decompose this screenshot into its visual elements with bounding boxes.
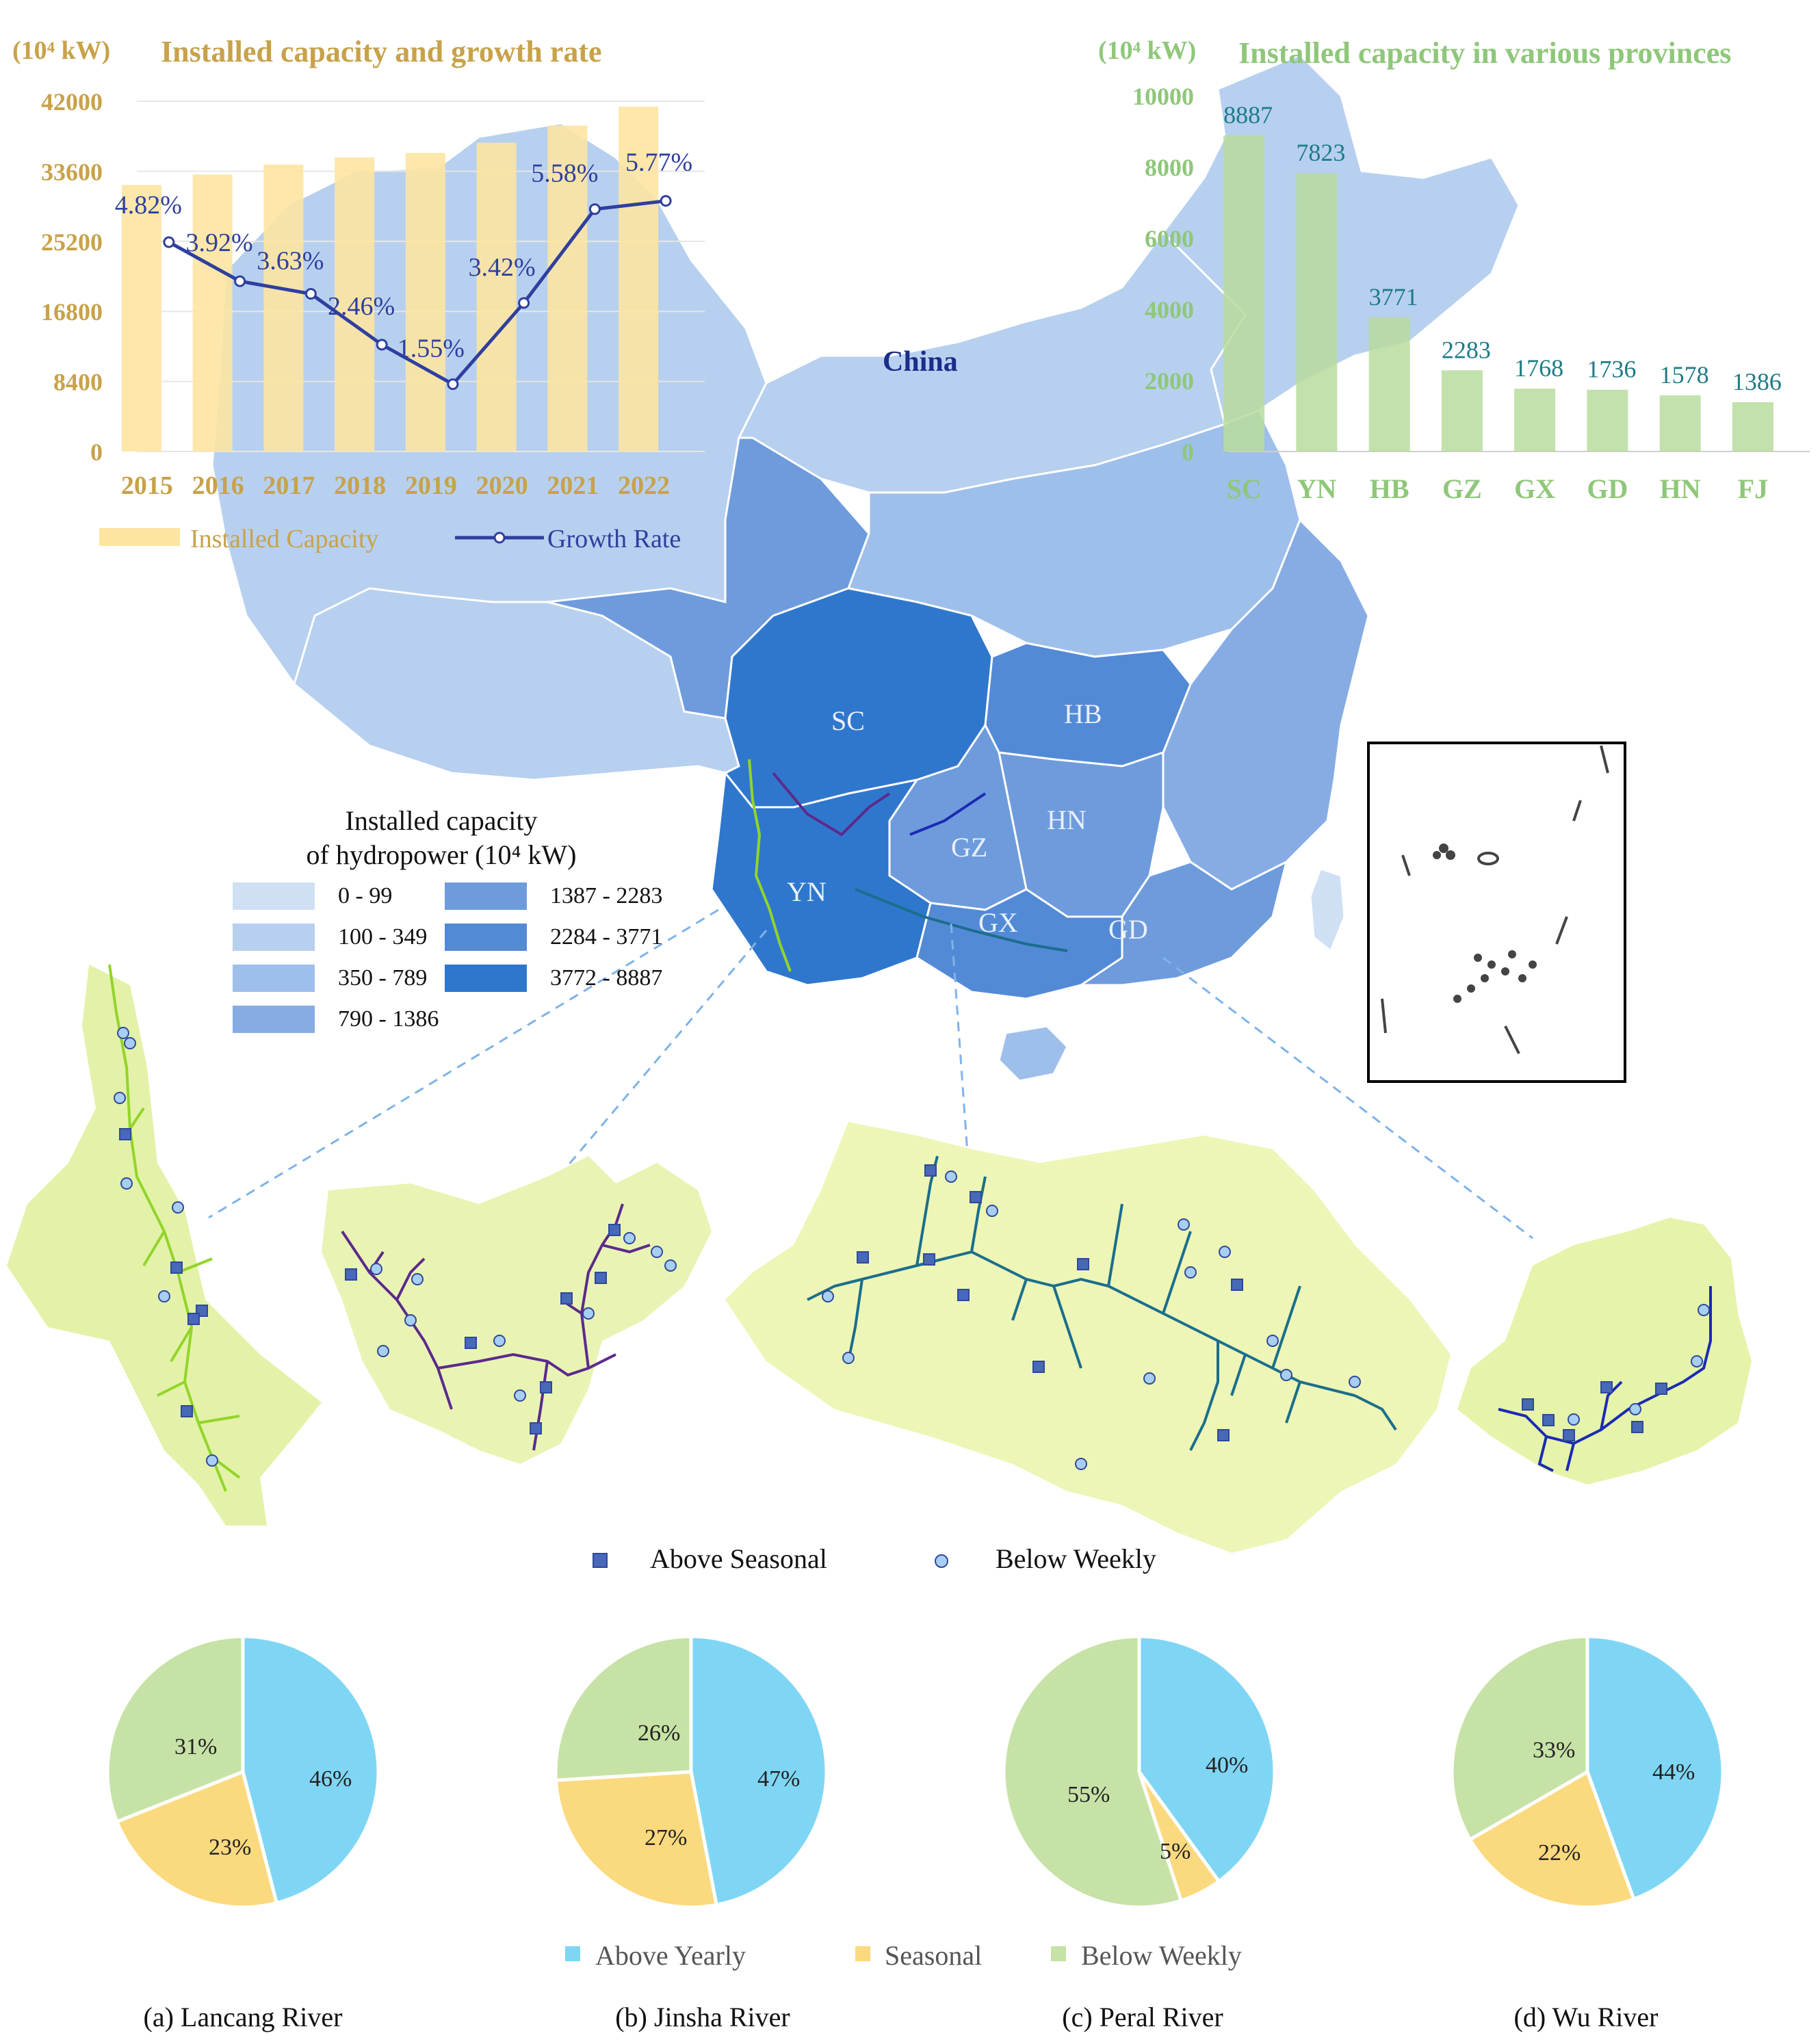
chart1-title: Installed capacity and growth rate	[161, 35, 602, 68]
chart1-unit: (10⁴ kW)	[12, 36, 111, 65]
china-taiwan	[1309, 867, 1346, 953]
south-china-sea-inset	[1367, 742, 1626, 1083]
pie-slice-label: 44%	[1652, 1759, 1695, 1785]
pie-caption-c: (c) Peral River	[1062, 2002, 1223, 2032]
pie-caption-b: (b) Jinsha River	[615, 2002, 790, 2032]
marker-legend-square	[593, 1553, 608, 1568]
pie-slice-label: 27%	[645, 1825, 688, 1850]
china-gd	[1078, 860, 1288, 986]
map-legend-label: 3772 - 8887	[550, 965, 663, 991]
map-legend-title-line2: of hydropower (10⁴ kW)	[306, 839, 577, 870]
pie-legend-swatch-weekly	[1051, 1946, 1066, 1961]
chart2-unit: (10⁴ kW)	[1098, 36, 1197, 65]
jinsha-basin	[322, 1156, 712, 1464]
map-legend-title-line1: Installed capacity	[345, 805, 538, 836]
pearl-basin	[725, 1122, 1451, 1553]
province-label-hn: HN	[1047, 804, 1087, 835]
pie-slice-label: 23%	[209, 1835, 252, 1860]
connector-lines	[208, 908, 1533, 1240]
chart2-title: Installed capacity in various provinces	[1238, 36, 1732, 70]
pie-caption-d: (d) Wu River	[1513, 2002, 1659, 2032]
pie-slice-label: 47%	[757, 1766, 801, 1792]
pie-legend-swatch-seasonal	[855, 1946, 870, 1961]
province-label-gz: GZ	[951, 832, 988, 863]
pie-slice-label: 33%	[1533, 1738, 1576, 1763]
pie-legend-seasonal: Seasonal	[885, 1940, 983, 1971]
map-legend-label: 790 - 1386	[338, 1006, 439, 1032]
province-label-gx: GX	[978, 907, 1018, 938]
basin-rivers	[108, 964, 1712, 1492]
lancang-basin	[7, 965, 322, 1526]
map-legend-swatch	[233, 924, 315, 951]
map-legend-item: 1387 - 2283	[445, 882, 662, 910]
country-label: China	[883, 346, 958, 378]
wu-river	[1498, 1286, 1712, 1472]
map-legend-label: 100 - 349	[338, 924, 428, 950]
pie-slice-label: 5%	[1160, 1839, 1191, 1864]
pie-legend-swatch-yearly	[565, 1946, 580, 1961]
pie-slice-label: 31%	[174, 1734, 218, 1759]
pie-caption-a: (a) Lancang River	[143, 2002, 343, 2032]
pie-legend-yearly: Above Yearly	[595, 1940, 746, 1971]
map-legend-swatch	[445, 924, 527, 951]
map-legend-item: 0 - 99	[233, 882, 392, 910]
lancang-river	[108, 964, 241, 1492]
china-northeast	[1162, 53, 1520, 426]
map-legend-label: 0 - 99	[338, 883, 393, 908]
jinsha-on-map	[772, 772, 891, 837]
pie-legend-weekly: Below Weekly	[1081, 1940, 1242, 1971]
wu-on-map	[909, 792, 987, 836]
pie-slice-label: 40%	[1206, 1753, 1249, 1778]
pie-slice-label: 26%	[638, 1720, 681, 1746]
station-markers	[114, 1027, 1710, 1470]
map-legend-item: 100 - 349	[233, 924, 427, 951]
marker-legend-circle-label: Below Weekly	[996, 1543, 1156, 1574]
map-legend-swatch	[445, 965, 527, 992]
wu-basin	[1457, 1218, 1752, 1484]
lancang-on-map	[748, 759, 792, 972]
map-legend-swatch	[233, 965, 315, 992]
province-label-gd: GD	[1108, 914, 1148, 945]
map-legend-label: 350 - 789	[338, 965, 428, 991]
map-legend-item: 2284 - 3771	[445, 924, 662, 951]
map-legend-swatch	[445, 882, 527, 910]
inset-islands	[1381, 745, 1609, 1054]
marker-legend-circle	[935, 1554, 948, 1568]
map-legend-item: 3772 - 8887	[445, 965, 662, 992]
map-legend-label: 2284 - 3771	[550, 924, 663, 950]
basins	[7, 965, 1752, 1553]
china-hainan	[998, 1025, 1069, 1082]
pearl-on-map	[855, 888, 1068, 952]
map-rivers	[748, 759, 1068, 972]
map-legend-swatch	[233, 1006, 315, 1033]
map-legend-title: Installed capacity of hydropower (10⁴ kW…	[250, 804, 633, 872]
map-legend-item: 790 - 1386	[233, 1006, 439, 1033]
map-legend-swatch	[233, 882, 315, 910]
china-inner-mongolia	[737, 231, 1247, 494]
pie-slice-label: 46%	[309, 1766, 352, 1792]
pie-slice-label: 22%	[1538, 1840, 1581, 1866]
province-label-sc: SC	[831, 705, 865, 736]
marker-legend-square-label: Above Seasonal	[650, 1543, 827, 1574]
pearl-river	[807, 1155, 1397, 1451]
pie-slice-label: 55%	[1067, 1782, 1110, 1807]
map-legend-item: 350 - 789	[233, 965, 427, 992]
province-label-yn: YN	[787, 876, 827, 907]
province-label-hb: HB	[1064, 698, 1102, 729]
map-legend-label: 1387 - 2283	[550, 883, 663, 908]
